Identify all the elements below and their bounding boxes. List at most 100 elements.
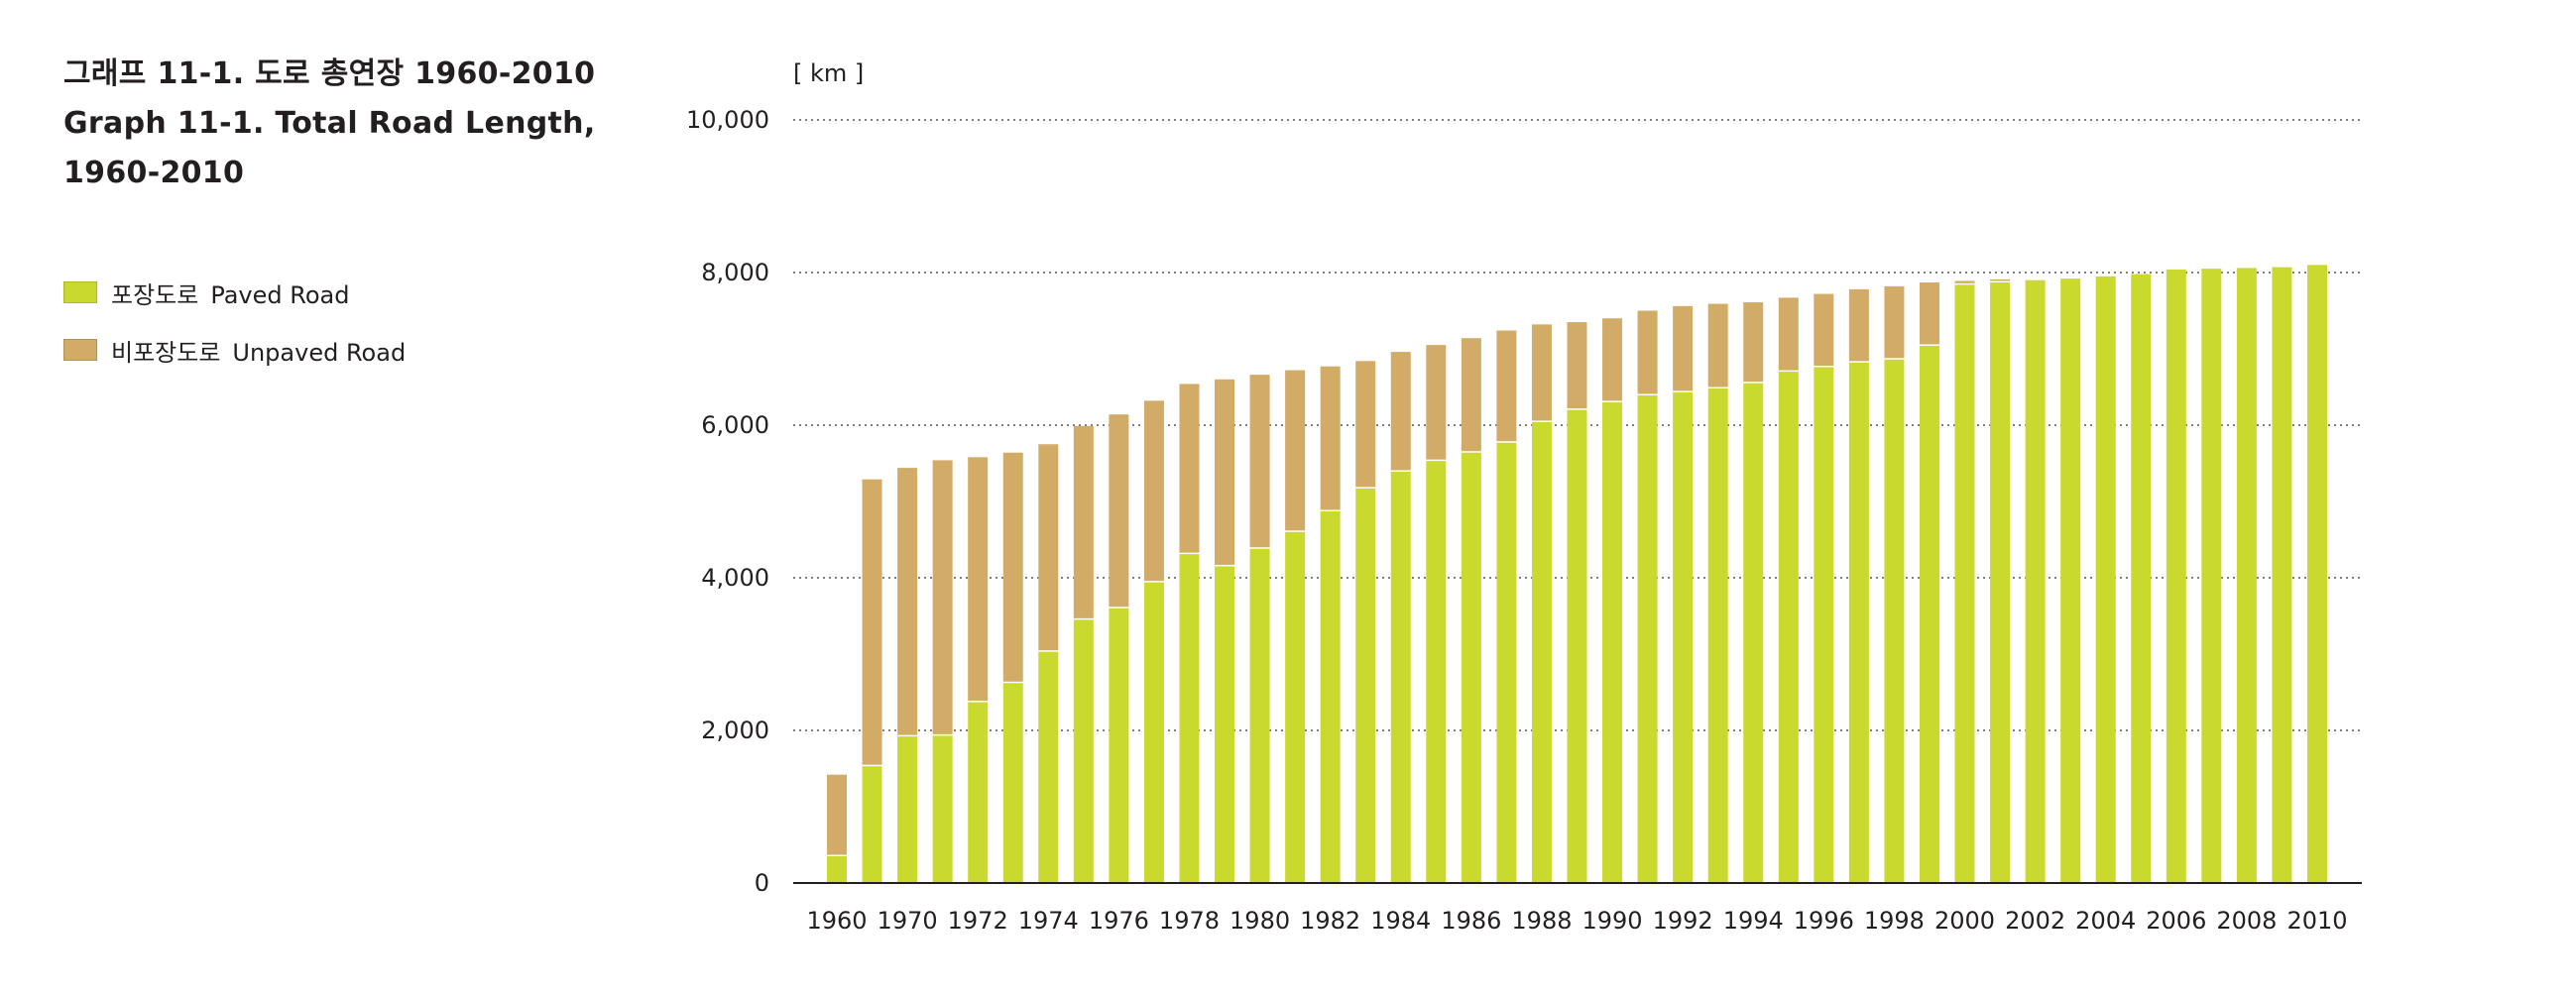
bar-paved bbox=[1143, 582, 1164, 883]
bar-unpaved bbox=[1990, 278, 2011, 281]
bar-paved bbox=[1285, 531, 1306, 883]
y-tick-label: 0 bbox=[755, 869, 769, 897]
bar-unpaved bbox=[1249, 375, 1270, 548]
x-tick-label: 1996 bbox=[1794, 907, 1854, 935]
bar-paved bbox=[862, 766, 882, 883]
bar-paved bbox=[2025, 279, 2046, 883]
y-tick-label: 8,000 bbox=[701, 259, 769, 286]
bar-unpaved bbox=[1496, 330, 1517, 442]
bar-paved bbox=[2131, 274, 2152, 883]
bar-paved bbox=[1919, 345, 1939, 883]
bar-unpaved bbox=[1390, 352, 1411, 471]
bar-unpaved bbox=[1707, 303, 1728, 387]
y-tick-label: 4,000 bbox=[701, 564, 769, 592]
x-tick-label: 1990 bbox=[1582, 907, 1643, 935]
legend-label-unpaved-en: Unpaved Road bbox=[232, 338, 407, 367]
x-tick-label: 1982 bbox=[1300, 907, 1360, 935]
x-tick-label: 2000 bbox=[1934, 907, 1995, 935]
bar-unpaved bbox=[1673, 305, 1694, 391]
x-tick-label: 1976 bbox=[1089, 907, 1149, 935]
bar-paved bbox=[1426, 461, 1447, 883]
bar-unpaved bbox=[1143, 400, 1164, 582]
bar-paved bbox=[1602, 401, 1623, 883]
bar-unpaved bbox=[1355, 361, 1376, 488]
x-tick-label: 1978 bbox=[1159, 907, 1220, 935]
bar-paved bbox=[1707, 388, 1728, 883]
bar-unpaved bbox=[1919, 282, 1939, 345]
legend: 포장도로 Paved Road 비포장도로 Unpaved Road bbox=[63, 264, 406, 379]
y-axis-unit-label: [ km ] bbox=[793, 59, 864, 87]
title-korean: 그래프 11-1. 도로 총연장 1960-2010 bbox=[63, 56, 596, 91]
bar-paved bbox=[1884, 359, 1905, 883]
bar-paved bbox=[2201, 269, 2222, 883]
legend-item-unpaved: 비포장도로 Unpaved Road bbox=[63, 321, 406, 379]
x-tick-label: 2002 bbox=[2005, 907, 2065, 935]
bar-unpaved bbox=[827, 774, 847, 855]
bar-unpaved bbox=[1426, 345, 1447, 460]
bar-paved bbox=[1320, 511, 1341, 883]
bar-unpaved bbox=[1002, 452, 1023, 682]
chart-title: 그래프 11-1. 도로 총연장 1960-2010 Graph 11-1. T… bbox=[63, 50, 619, 198]
bar-unpaved bbox=[1848, 288, 1869, 362]
legend-swatch-unpaved bbox=[63, 339, 97, 361]
title-english: Graph 11-1. Total Road Length, bbox=[63, 106, 596, 141]
bar-paved bbox=[1073, 619, 1094, 883]
bar-paved bbox=[968, 702, 989, 883]
bar-paved bbox=[1038, 651, 1059, 883]
bar-paved bbox=[1215, 566, 1235, 883]
bar-paved bbox=[1673, 391, 1694, 883]
bar-unpaved bbox=[1461, 338, 1481, 452]
bar-unpaved bbox=[1567, 322, 1587, 409]
bar-paved bbox=[1567, 409, 1587, 883]
bar-paved bbox=[2060, 278, 2081, 883]
x-tick-label: 2008 bbox=[2216, 907, 2277, 935]
bar-unpaved bbox=[1778, 297, 1799, 371]
bar-paved bbox=[1990, 282, 2011, 883]
legend-label-unpaved: 비포장도로 Unpaved Road bbox=[111, 333, 406, 368]
legend-label-unpaved-ko: 비포장도로 bbox=[111, 338, 221, 367]
x-tick-label: 1986 bbox=[1441, 907, 1501, 935]
x-tick-label: 1994 bbox=[1723, 907, 1784, 935]
legend-label-paved: 포장도로 Paved Road bbox=[111, 276, 349, 310]
bar-paved bbox=[1814, 367, 1834, 884]
bar-unpaved bbox=[932, 460, 953, 734]
bars-layer bbox=[827, 265, 2327, 884]
x-tick-label: 1998 bbox=[1864, 907, 1925, 935]
bar-paved bbox=[2272, 267, 2292, 883]
bar-paved bbox=[1355, 488, 1376, 883]
bar-paved bbox=[2166, 269, 2186, 883]
x-tick-label: 2010 bbox=[2286, 907, 2347, 935]
legend-swatch-paved bbox=[63, 281, 97, 303]
x-tick-label: 1988 bbox=[1511, 907, 1572, 935]
x-tick-label: 2006 bbox=[2146, 907, 2206, 935]
y-tick-label: 10,000 bbox=[686, 106, 769, 134]
bar-paved bbox=[1461, 452, 1481, 883]
bar-unpaved bbox=[862, 479, 882, 765]
bar-unpaved bbox=[1954, 280, 1975, 283]
bar-unpaved bbox=[1109, 414, 1129, 608]
bar-paved bbox=[932, 735, 953, 883]
bar-unpaved bbox=[1884, 285, 1905, 359]
title-years: 1960-2010 bbox=[63, 156, 245, 190]
bar-paved bbox=[897, 736, 918, 883]
x-tick-label: 1992 bbox=[1653, 907, 1713, 935]
bar-paved bbox=[1954, 284, 1975, 883]
bar-unpaved bbox=[968, 457, 989, 702]
bar-paved bbox=[1496, 442, 1517, 883]
bar-paved bbox=[1390, 471, 1411, 883]
x-tick-label: 1970 bbox=[878, 907, 938, 935]
y-tick-label: 6,000 bbox=[701, 411, 769, 439]
bar-paved bbox=[2236, 268, 2257, 883]
legend-item-paved: 포장도로 Paved Road bbox=[63, 264, 406, 321]
x-tick-label: 1984 bbox=[1370, 907, 1431, 935]
x-tick-label: 2004 bbox=[2075, 907, 2136, 935]
bar-paved bbox=[1109, 608, 1129, 883]
legend-label-paved-en: Paved Road bbox=[210, 280, 350, 309]
bar-unpaved bbox=[1743, 302, 1764, 383]
bar-unpaved bbox=[1038, 444, 1059, 651]
bar-unpaved bbox=[1073, 425, 1094, 618]
axis-layer: 0 2,000 4,000 6,000 8,000 10,000 1960 1970 1972 1… bbox=[686, 106, 2362, 935]
bar-paved bbox=[1778, 372, 1799, 884]
x-tick-label: 1972 bbox=[948, 907, 1008, 935]
